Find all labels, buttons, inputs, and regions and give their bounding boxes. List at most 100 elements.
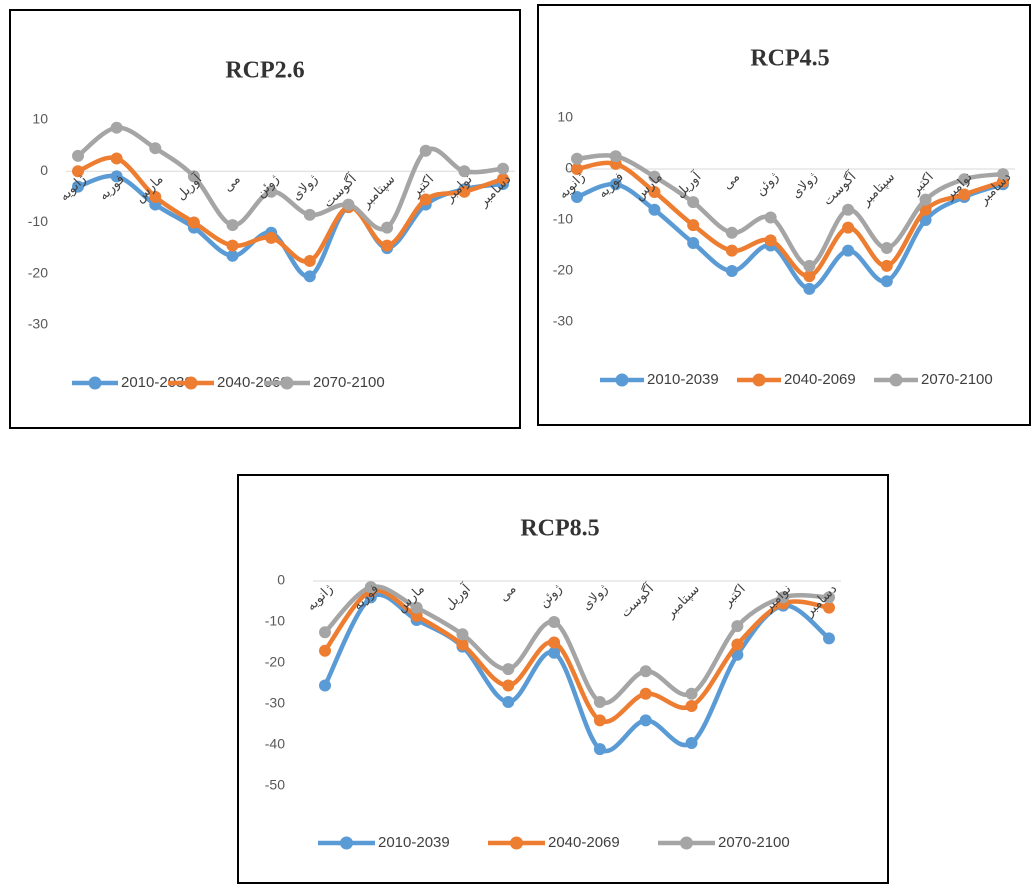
- legend-label: 2070-2100: [313, 374, 385, 391]
- y-tick-label: -30: [28, 316, 48, 332]
- point: [497, 172, 509, 185]
- point: [685, 736, 698, 749]
- point: [72, 165, 84, 178]
- point: [265, 185, 278, 198]
- point: [319, 679, 331, 692]
- point: [609, 178, 622, 191]
- point: [687, 196, 700, 209]
- chart-title: RCP8.5: [520, 516, 599, 542]
- point: [593, 714, 606, 727]
- point: [502, 663, 515, 676]
- point: [187, 170, 200, 183]
- legend-marker: [680, 836, 693, 850]
- point: [725, 226, 738, 239]
- y-tick-label: -20: [28, 264, 48, 280]
- point: [639, 687, 652, 700]
- point: [823, 601, 835, 614]
- point: [381, 239, 394, 252]
- point: [571, 152, 583, 165]
- legend-label: 2010-2039: [647, 371, 719, 388]
- point: [685, 687, 698, 700]
- point: [919, 193, 932, 206]
- point: [823, 591, 835, 604]
- legend-marker: [280, 376, 294, 390]
- point: [571, 191, 583, 204]
- chart-frame: [9, 9, 521, 429]
- legend-marker: [615, 373, 629, 387]
- point: [497, 162, 509, 175]
- point: [265, 231, 278, 244]
- point: [764, 211, 777, 224]
- point: [687, 236, 700, 249]
- y-tick-label: 0: [277, 572, 285, 588]
- point: [764, 234, 777, 247]
- y-tick-label: -30: [265, 695, 285, 711]
- point: [639, 665, 652, 678]
- point: [997, 168, 1009, 181]
- point: [110, 121, 123, 134]
- y-tick-label: -20: [265, 654, 285, 670]
- chart-frame: [537, 4, 1031, 426]
- point: [110, 152, 123, 165]
- y-tick-label: 0: [40, 162, 48, 178]
- point: [72, 180, 84, 193]
- point: [687, 219, 700, 232]
- legend-marker: [184, 376, 198, 390]
- point: [725, 265, 738, 277]
- point: [364, 581, 377, 594]
- point: [803, 259, 816, 272]
- legend-marker: [340, 836, 353, 850]
- y-tick-label: -40: [265, 736, 285, 752]
- point: [458, 185, 471, 198]
- legend-label: 2040-2069: [784, 371, 856, 388]
- legend-marker: [752, 373, 766, 387]
- chart: RCP8.5 0 -10 -20 -30 -40 -50 2010-2039 2040-2069…: [237, 474, 889, 884]
- y-tick-label: 10: [557, 109, 573, 125]
- point: [226, 239, 239, 252]
- y-tick-label: -50: [265, 777, 285, 793]
- point: [226, 219, 239, 232]
- point: [410, 609, 423, 622]
- point: [381, 221, 394, 234]
- y-tick-label: -20: [553, 262, 573, 278]
- point: [502, 679, 515, 692]
- point: [319, 626, 331, 639]
- point: [958, 173, 971, 186]
- legend-label: 2010-2039: [378, 834, 450, 851]
- y-tick-label: -10: [265, 613, 285, 629]
- chart-title: RCP4.5: [750, 46, 829, 72]
- point: [548, 636, 561, 649]
- chart: RCP4.5 10 0 -10 -20 -30 2010-2039 2040-2069 2070…: [537, 4, 1031, 426]
- point: [303, 270, 316, 283]
- point: [458, 165, 471, 178]
- point: [502, 695, 515, 708]
- point: [919, 203, 932, 216]
- point: [880, 242, 893, 255]
- y-tick-label: -10: [28, 213, 48, 229]
- legend-marker: [88, 376, 102, 390]
- point: [648, 203, 661, 216]
- legend-label: 2040-2069: [548, 834, 620, 851]
- point: [803, 270, 816, 283]
- point: [731, 620, 744, 633]
- point: [648, 185, 661, 198]
- point: [880, 275, 893, 288]
- legend-label: 2040-2069: [217, 374, 289, 391]
- point: [842, 244, 855, 257]
- chart-frame: [237, 474, 889, 884]
- point: [609, 150, 622, 163]
- point: [731, 638, 744, 651]
- point: [958, 188, 971, 201]
- y-tick-label: -10: [553, 211, 573, 227]
- point: [648, 170, 661, 183]
- point: [303, 254, 316, 267]
- point: [342, 198, 355, 211]
- point: [842, 203, 855, 216]
- y-tick-label: -30: [553, 313, 573, 329]
- point: [593, 743, 606, 756]
- legend-label: 2070-2100: [921, 371, 993, 388]
- point: [226, 249, 239, 262]
- point: [725, 244, 738, 257]
- point: [303, 208, 316, 221]
